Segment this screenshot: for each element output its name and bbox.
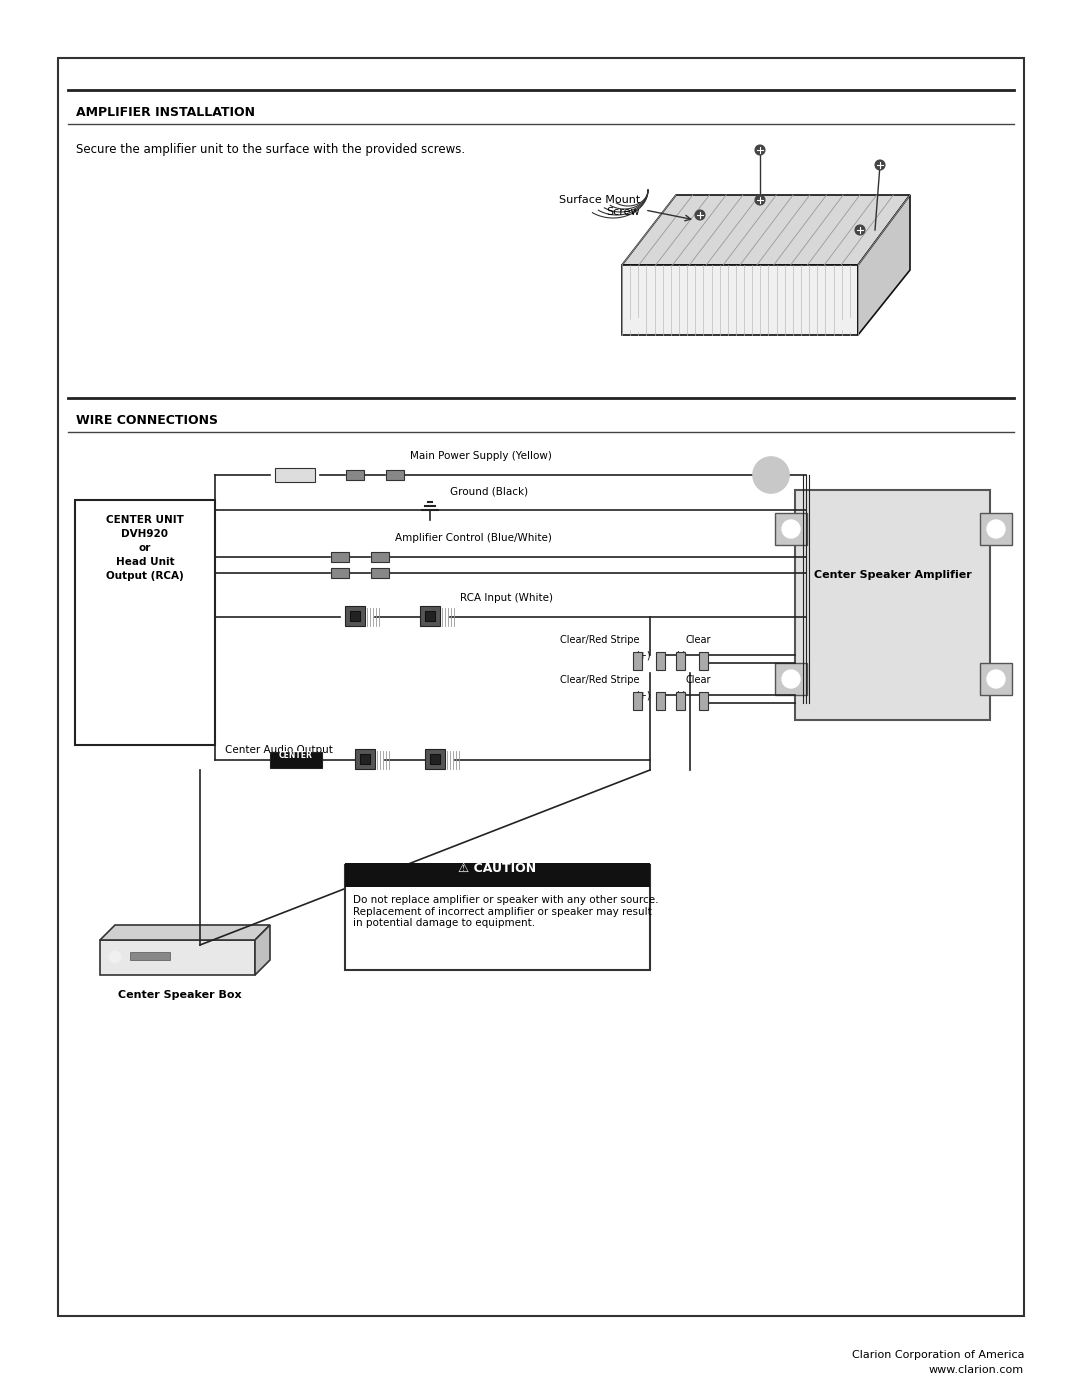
FancyBboxPatch shape: [350, 610, 360, 622]
Text: RCA Input (White): RCA Input (White): [460, 592, 553, 604]
FancyBboxPatch shape: [346, 469, 364, 481]
FancyBboxPatch shape: [430, 754, 440, 764]
Text: ⚠ CAUTION: ⚠ CAUTION: [458, 862, 537, 875]
Circle shape: [987, 671, 1005, 687]
FancyBboxPatch shape: [270, 752, 322, 768]
Text: (-): (-): [675, 690, 686, 700]
Text: WIRE CONNECTIONS: WIRE CONNECTIONS: [76, 414, 218, 427]
Circle shape: [109, 951, 121, 963]
Circle shape: [782, 671, 800, 687]
Circle shape: [696, 210, 705, 219]
FancyBboxPatch shape: [345, 863, 650, 887]
FancyBboxPatch shape: [656, 692, 665, 710]
Text: Surface Mount
Screw: Surface Mount Screw: [558, 196, 640, 217]
Text: CENTER UNIT
DVH920
or
Head Unit
Output (RCA): CENTER UNIT DVH920 or Head Unit Output (…: [106, 515, 184, 581]
FancyBboxPatch shape: [75, 500, 215, 745]
FancyBboxPatch shape: [633, 652, 642, 671]
FancyBboxPatch shape: [426, 610, 435, 622]
Polygon shape: [100, 925, 270, 940]
FancyBboxPatch shape: [372, 552, 389, 562]
Text: Center Audio Output: Center Audio Output: [225, 745, 333, 754]
Text: Clear/Red Stripe: Clear/Red Stripe: [561, 675, 639, 685]
Circle shape: [875, 161, 885, 170]
Circle shape: [753, 457, 789, 493]
Text: Center Speaker Box: Center Speaker Box: [118, 990, 242, 1000]
FancyBboxPatch shape: [345, 865, 650, 970]
FancyBboxPatch shape: [775, 513, 807, 545]
Text: (+): (+): [635, 650, 650, 659]
Text: Do not replace amplifier or speaker with any other source.
Replacement of incorr: Do not replace amplifier or speaker with…: [353, 895, 659, 928]
Text: (-): (-): [675, 650, 686, 659]
Text: www.clarion.com: www.clarion.com: [929, 1365, 1024, 1375]
Circle shape: [782, 520, 800, 538]
Text: Clarion Corporation of America: Clarion Corporation of America: [851, 1350, 1024, 1361]
Text: Clear: Clear: [685, 636, 711, 645]
Text: Ground (Black): Ground (Black): [450, 486, 528, 496]
FancyBboxPatch shape: [676, 692, 685, 710]
Text: Secure the amplifier unit to the surface with the provided screws.: Secure the amplifier unit to the surface…: [76, 142, 465, 156]
FancyBboxPatch shape: [330, 552, 349, 562]
FancyBboxPatch shape: [420, 606, 440, 626]
Polygon shape: [622, 196, 910, 265]
Circle shape: [629, 319, 643, 332]
Text: Clear/Red Stripe: Clear/Red Stripe: [561, 636, 639, 645]
Circle shape: [987, 520, 1005, 538]
FancyBboxPatch shape: [58, 59, 1024, 1316]
FancyBboxPatch shape: [980, 513, 1012, 545]
Text: (+): (+): [635, 690, 650, 700]
FancyBboxPatch shape: [345, 606, 365, 626]
Text: CENTER: CENTER: [279, 752, 313, 760]
FancyBboxPatch shape: [656, 652, 665, 671]
Polygon shape: [255, 925, 270, 975]
FancyBboxPatch shape: [980, 664, 1012, 694]
Text: Main Power Supply (Yellow): Main Power Supply (Yellow): [410, 451, 552, 461]
FancyBboxPatch shape: [795, 490, 990, 719]
Polygon shape: [622, 265, 858, 335]
FancyBboxPatch shape: [275, 468, 315, 482]
Text: Amplifier Control (Blue/White): Amplifier Control (Blue/White): [395, 534, 552, 543]
FancyBboxPatch shape: [775, 664, 807, 694]
Text: AMPLIFIER INSTALLATION: AMPLIFIER INSTALLATION: [76, 106, 255, 119]
Circle shape: [855, 225, 865, 235]
Text: Center Speaker Amplifier: Center Speaker Amplifier: [813, 570, 971, 580]
FancyBboxPatch shape: [699, 692, 708, 710]
FancyBboxPatch shape: [386, 469, 404, 481]
Circle shape: [841, 319, 855, 332]
FancyBboxPatch shape: [355, 749, 375, 768]
FancyBboxPatch shape: [330, 569, 349, 578]
Circle shape: [755, 196, 765, 205]
FancyBboxPatch shape: [372, 569, 389, 578]
FancyBboxPatch shape: [699, 652, 708, 671]
Polygon shape: [858, 196, 910, 335]
Circle shape: [755, 145, 765, 155]
Text: Clear: Clear: [685, 675, 711, 685]
FancyBboxPatch shape: [426, 749, 445, 768]
FancyBboxPatch shape: [633, 692, 642, 710]
FancyBboxPatch shape: [130, 951, 170, 960]
Polygon shape: [100, 940, 255, 975]
FancyBboxPatch shape: [676, 652, 685, 671]
FancyBboxPatch shape: [360, 754, 370, 764]
